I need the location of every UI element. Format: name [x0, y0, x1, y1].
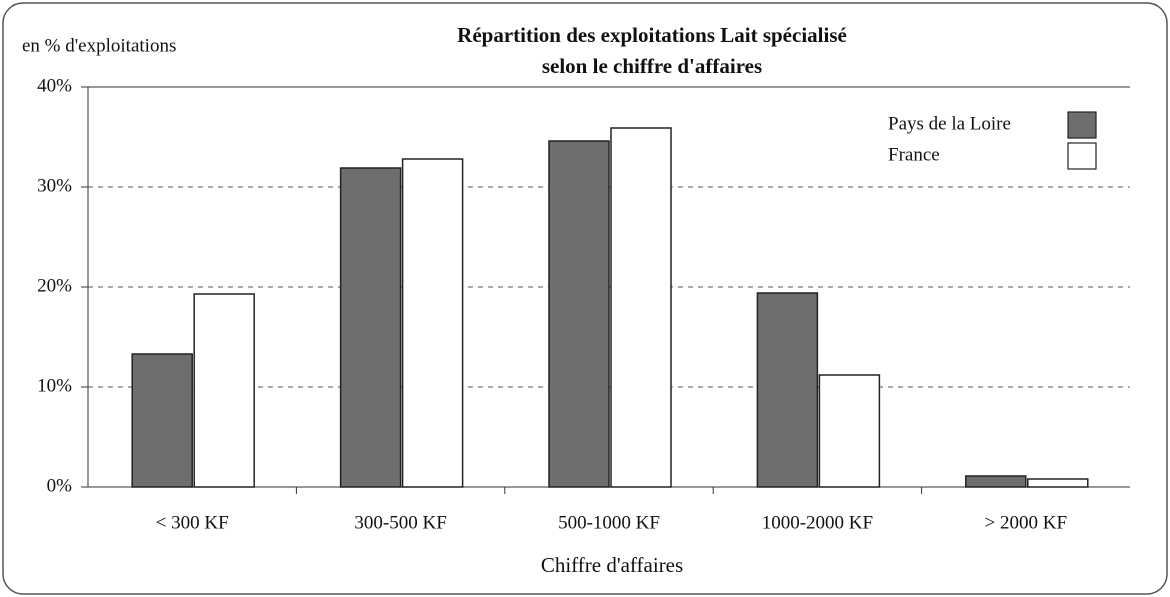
y-tick-label: 20%	[37, 275, 72, 296]
chart-subtitle: selon le chiffre d'affaires	[542, 54, 762, 78]
x-tick-label: 1000-2000 KF	[762, 512, 873, 533]
x-tick-label: < 300 KF	[156, 512, 229, 533]
bar	[756, 292, 819, 488]
legend-label: Pays de la Loire	[888, 113, 1011, 134]
bar	[131, 353, 193, 488]
y-tick-label: 40%	[37, 75, 72, 96]
x-axis-label: Chiffre d'affaires	[541, 553, 683, 577]
x-tick-label: 300-500 KF	[354, 512, 446, 533]
legend-swatch	[1067, 142, 1097, 170]
bar	[548, 140, 610, 488]
bar	[339, 167, 402, 488]
bar	[193, 293, 255, 488]
bar	[965, 475, 1027, 488]
y-tick-label: 30%	[37, 175, 72, 196]
bar	[610, 127, 672, 488]
x-tick-label: > 2000 KF	[985, 512, 1068, 533]
y-tick-label: 10%	[37, 375, 72, 396]
bar	[818, 374, 881, 488]
y-tick-label: 0%	[47, 475, 73, 496]
legend-swatch	[1067, 111, 1097, 139]
bar	[1027, 478, 1089, 488]
legend-label: France	[888, 144, 940, 165]
bar	[401, 158, 464, 488]
chart-title: Répartition des exploitations Lait spéci…	[457, 23, 847, 47]
x-tick-label: 500-1000 KF	[558, 512, 660, 533]
y-axis-label: en % d'exploitations	[22, 35, 176, 56]
